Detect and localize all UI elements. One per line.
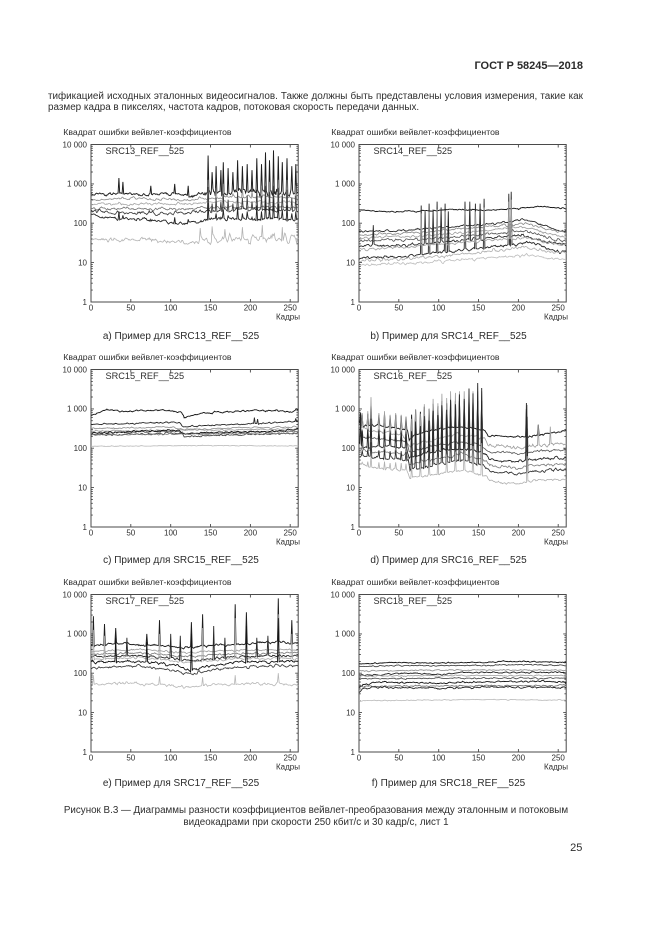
- svg-text:0: 0: [89, 754, 94, 763]
- svg-text:200: 200: [244, 529, 258, 538]
- svg-text:Кадры: Кадры: [276, 763, 300, 772]
- svg-text:1 000: 1 000: [335, 180, 356, 189]
- svg-text:1: 1: [350, 523, 355, 532]
- svg-text:10 000: 10 000: [63, 591, 88, 600]
- svg-text:50: 50: [126, 304, 135, 313]
- svg-text:100: 100: [164, 529, 178, 538]
- svg-text:100: 100: [74, 219, 88, 228]
- svg-text:50: 50: [126, 529, 135, 538]
- svg-text:Квадрат ошибки вейвлет-коэффиц: Квадрат ошибки вейвлет-коэффициентов: [331, 577, 500, 587]
- svg-text:250: 250: [284, 529, 298, 538]
- svg-text:250: 250: [551, 529, 565, 538]
- svg-text:SRC16_REF__525: SRC16_REF__525: [373, 371, 452, 381]
- svg-text:150: 150: [471, 529, 485, 538]
- svg-text:10: 10: [78, 709, 87, 718]
- svg-text:1 000: 1 000: [335, 630, 356, 639]
- svg-text:SRC13_REF__525: SRC13_REF__525: [106, 146, 185, 156]
- svg-text:1: 1: [83, 748, 88, 757]
- svg-text:1 000: 1 000: [67, 630, 88, 639]
- svg-text:150: 150: [204, 529, 218, 538]
- svg-text:100: 100: [74, 669, 88, 678]
- svg-text:1 000: 1 000: [67, 180, 88, 189]
- svg-text:SRC17_REF__525: SRC17_REF__525: [106, 596, 185, 606]
- svg-text:50: 50: [126, 754, 135, 763]
- svg-text:200: 200: [511, 754, 525, 763]
- svg-text:1: 1: [350, 298, 355, 307]
- svg-text:100: 100: [432, 304, 446, 313]
- svg-text:200: 200: [511, 529, 525, 538]
- svg-text:200: 200: [244, 304, 258, 313]
- svg-text:Кадры: Кадры: [544, 538, 568, 547]
- svg-text:SRC15_REF__525: SRC15_REF__525: [106, 371, 185, 381]
- svg-text:10 000: 10 000: [63, 140, 88, 149]
- svg-text:100: 100: [432, 529, 446, 538]
- svg-text:150: 150: [471, 754, 485, 763]
- svg-text:1 000: 1 000: [67, 405, 88, 414]
- svg-text:10: 10: [346, 483, 355, 492]
- svg-text:1 000: 1 000: [335, 405, 356, 414]
- svg-text:250: 250: [551, 754, 565, 763]
- svg-text:Квадрат ошибки вейвлет-коэффиц: Квадрат ошибки вейвлет-коэффициентов: [63, 352, 232, 362]
- svg-text:10 000: 10 000: [330, 140, 355, 149]
- svg-text:50: 50: [394, 304, 403, 313]
- svg-text:0: 0: [356, 304, 361, 313]
- svg-text:Кадры: Кадры: [276, 313, 300, 322]
- svg-text:250: 250: [551, 304, 565, 313]
- svg-text:10 000: 10 000: [330, 591, 355, 600]
- svg-text:10 000: 10 000: [63, 365, 88, 374]
- svg-text:10: 10: [346, 709, 355, 718]
- svg-text:100: 100: [341, 669, 355, 678]
- svg-text:10: 10: [78, 258, 87, 267]
- svg-text:Квадрат ошибки вейвлет-коэффиц: Квадрат ошибки вейвлет-коэффициентов: [63, 577, 232, 587]
- svg-text:1: 1: [83, 523, 88, 532]
- svg-text:250: 250: [284, 304, 298, 313]
- svg-text:100: 100: [164, 754, 178, 763]
- svg-text:100: 100: [341, 444, 355, 453]
- svg-text:50: 50: [394, 754, 403, 763]
- svg-text:0: 0: [89, 304, 94, 313]
- svg-text:150: 150: [204, 754, 218, 763]
- svg-text:250: 250: [284, 754, 298, 763]
- svg-text:1: 1: [350, 748, 355, 757]
- svg-text:10: 10: [346, 258, 355, 267]
- svg-text:1: 1: [83, 298, 88, 307]
- svg-text:50: 50: [394, 529, 403, 538]
- svg-text:Кадры: Кадры: [276, 538, 300, 547]
- svg-text:Кадры: Кадры: [544, 313, 568, 322]
- svg-text:0: 0: [89, 529, 94, 538]
- svg-text:100: 100: [341, 219, 355, 228]
- svg-text:Квадрат ошибки вейвлет-коэффиц: Квадрат ошибки вейвлет-коэффициентов: [63, 127, 232, 137]
- svg-text:10 000: 10 000: [330, 365, 355, 374]
- svg-text:150: 150: [204, 304, 218, 313]
- svg-text:SRC14_REF__525: SRC14_REF__525: [373, 146, 452, 156]
- svg-text:Квадрат ошибки вейвлет-коэффиц: Квадрат ошибки вейвлет-коэффициентов: [331, 127, 500, 137]
- svg-text:100: 100: [432, 754, 446, 763]
- svg-text:10: 10: [78, 483, 87, 492]
- svg-text:100: 100: [164, 304, 178, 313]
- svg-text:0: 0: [356, 754, 361, 763]
- svg-text:200: 200: [244, 754, 258, 763]
- svg-text:0: 0: [356, 529, 361, 538]
- svg-text:200: 200: [511, 304, 525, 313]
- svg-text:SRC18_REF__525: SRC18_REF__525: [373, 596, 452, 606]
- svg-text:150: 150: [471, 304, 485, 313]
- svg-text:100: 100: [74, 444, 88, 453]
- svg-text:Кадры: Кадры: [544, 763, 568, 772]
- svg-text:Квадрат ошибки вейвлет-коэффиц: Квадрат ошибки вейвлет-коэффициентов: [331, 352, 500, 362]
